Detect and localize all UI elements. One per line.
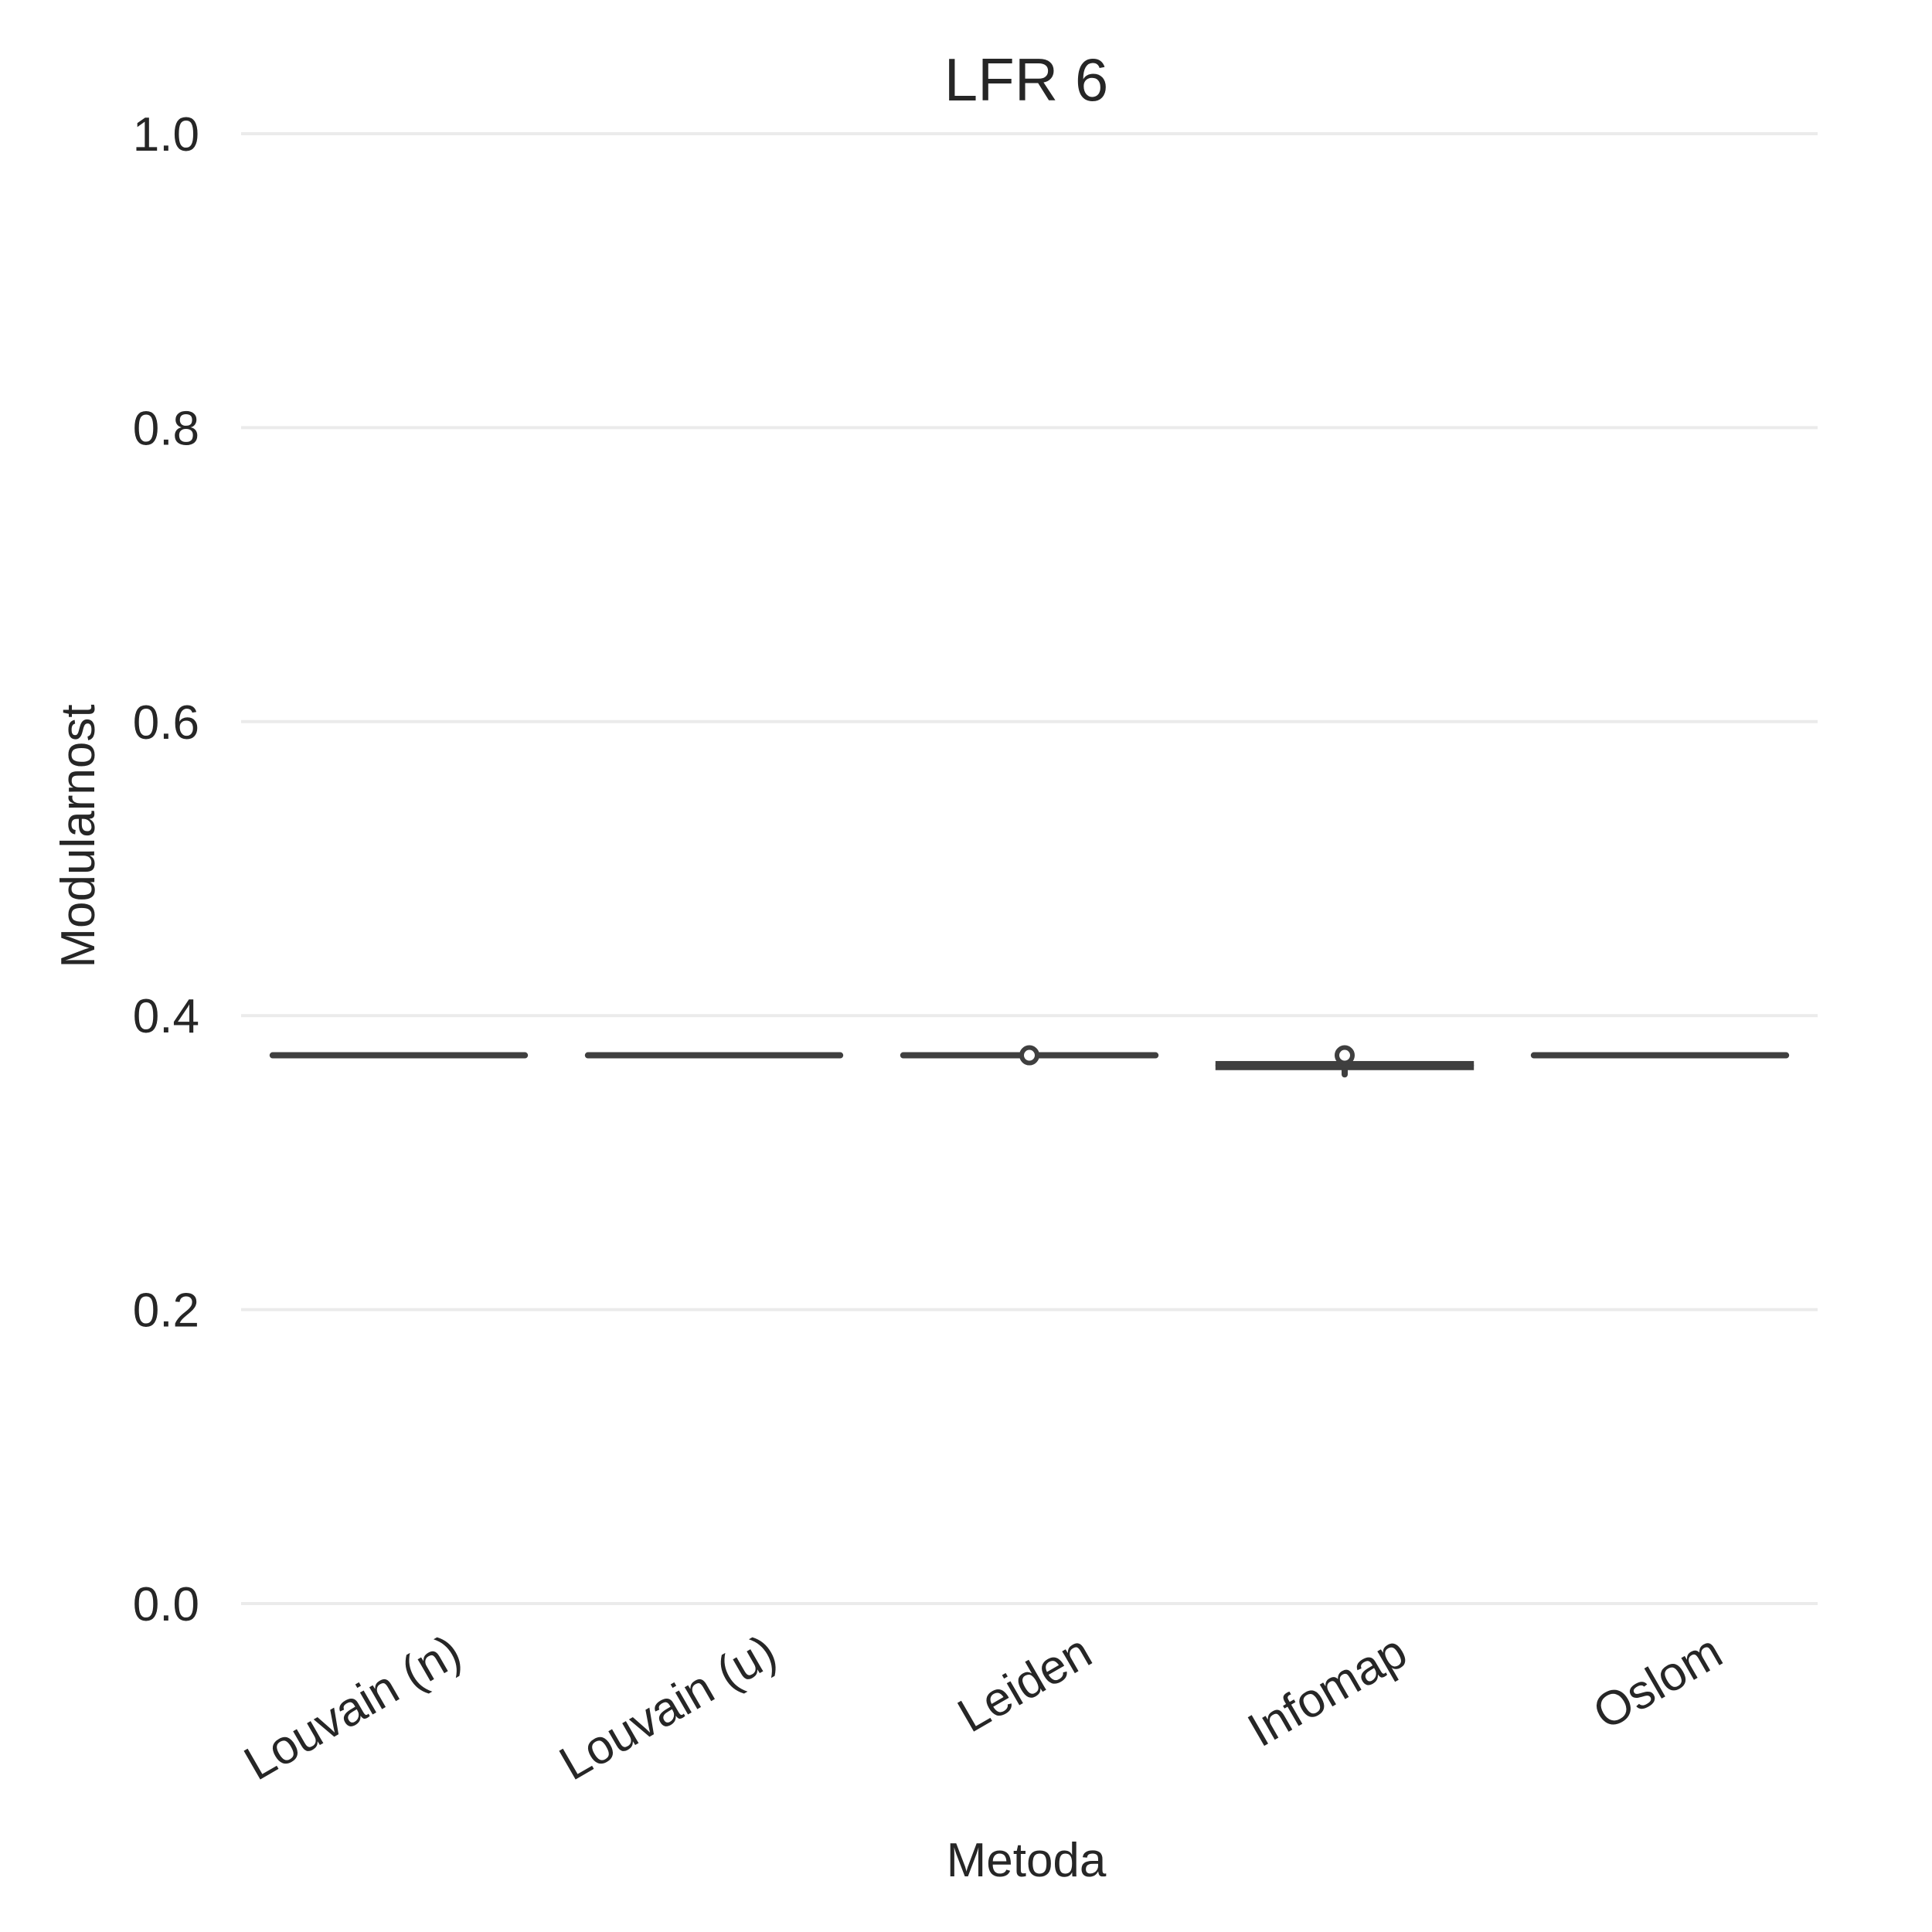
x-tick-label: Infomap: [1239, 1624, 1416, 1757]
gridlines: [241, 132, 1818, 1605]
x-tick-label: Louvain (u): [551, 1624, 785, 1791]
y-tick-label: 0.8: [133, 402, 199, 455]
x-axis-title: Metoda: [947, 1834, 1107, 1887]
y-tick-label: 0.2: [133, 1284, 199, 1338]
flier-point: [1019, 1045, 1039, 1066]
x-tick-label: Louvain (n): [236, 1624, 470, 1791]
flier-point: [1335, 1045, 1355, 1066]
y-tick-label: 0.4: [133, 990, 199, 1043]
x-tick-labels: Louvain (n) Louvain (u) Leiden Infomap Oslom: [236, 1624, 1731, 1791]
chart-title: LFR 6: [944, 46, 1108, 114]
box-3: [1215, 1045, 1475, 1078]
y-tick-label: 0.0: [133, 1578, 199, 1631]
box-2: [900, 1045, 1159, 1066]
x-tick-label: Leiden: [949, 1624, 1100, 1743]
y-tick-label: 1.0: [133, 108, 199, 162]
y-axis-title: Modularnost: [52, 704, 105, 968]
x-tick-label: Oslom: [1584, 1624, 1731, 1740]
y-tick-labels: 0.0 0.2 0.4 0.6 0.8 1.0: [133, 108, 199, 1631]
boxes: [269, 1045, 1790, 1078]
y-tick-label: 0.6: [133, 696, 199, 750]
